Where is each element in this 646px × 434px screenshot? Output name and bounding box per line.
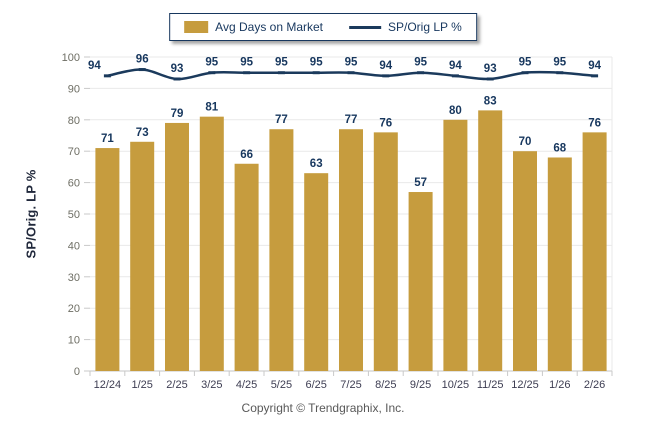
bar-value-label: 63 [310, 158, 323, 170]
y-tick-label: 70 [68, 146, 80, 158]
bar-value-label: 66 [240, 149, 253, 161]
bar-value-label: 76 [379, 117, 392, 129]
line-value-label: 95 [553, 57, 566, 69]
line-value-label: 94 [88, 60, 101, 72]
bar-value-label: 73 [136, 127, 149, 139]
y-tick-label: 40 [68, 240, 80, 252]
x-tick-label: 8/25 [375, 379, 396, 391]
bar [547, 157, 572, 371]
x-tick-label: 10/25 [442, 379, 470, 391]
bar [582, 132, 607, 371]
line-marker [277, 71, 285, 75]
bar-value-label: 70 [519, 136, 532, 148]
line-marker [591, 74, 599, 78]
y-tick-label: 50 [68, 209, 80, 221]
line-value-label: 94 [379, 60, 392, 72]
bar [95, 148, 120, 371]
legend-item-bar: Avg Days on Market [184, 20, 323, 34]
x-tick-label: 3/25 [201, 379, 222, 391]
bar [234, 163, 259, 371]
bar-value-label: 68 [553, 142, 566, 154]
y-axis-title: SP/Orig. LP % [23, 169, 39, 259]
line-marker [451, 74, 459, 78]
bar-value-label: 77 [275, 114, 288, 126]
legend-item-line: SP/Orig LP % [349, 20, 462, 34]
line-marker [486, 77, 494, 81]
line-value-label: 95 [414, 57, 427, 69]
chart-legend: Avg Days on Market SP/Orig LP % [169, 13, 477, 41]
bar [443, 119, 468, 371]
y-tick-label: 80 [68, 115, 80, 127]
x-tick-label: 2/25 [166, 379, 187, 391]
bar [304, 173, 329, 371]
line-value-label: 95 [345, 57, 358, 69]
bar [199, 116, 224, 371]
y-tick-label: 100 [62, 52, 80, 64]
y-tick-label: 90 [68, 83, 80, 95]
line-value-label: 94 [449, 60, 462, 72]
line-marker [347, 71, 355, 75]
x-tick-label: 7/25 [340, 379, 361, 391]
line-value-label: 96 [136, 54, 149, 66]
line-marker [173, 77, 181, 81]
line-marker [103, 74, 111, 78]
line-marker [417, 71, 425, 75]
line-marker [556, 71, 564, 75]
legend-label-line: SP/Orig LP % [388, 20, 462, 34]
bar [513, 151, 537, 371]
line-value-label: 95 [310, 57, 323, 69]
line-value-label: 94 [588, 60, 601, 72]
y-tick-label: 0 [74, 366, 80, 378]
y-tick-label: 60 [68, 178, 80, 190]
bar [478, 110, 503, 371]
x-tick-label: 9/25 [410, 379, 431, 391]
line-marker [382, 74, 390, 78]
bar [269, 129, 294, 371]
y-tick-label: 20 [68, 303, 80, 315]
copyright-text: Copyright © Trendgraphix, Inc. [241, 401, 405, 415]
bar [373, 132, 398, 371]
line-marker [521, 71, 529, 75]
bar [130, 141, 155, 371]
bar-value-label: 81 [205, 102, 218, 114]
legend-label-bar: Avg Days on Market [215, 20, 324, 34]
x-tick-label: 1/26 [549, 379, 570, 391]
x-tick-label: 6/25 [305, 379, 326, 391]
line-value-label: 93 [171, 63, 184, 75]
line-marker [312, 71, 320, 75]
bar-swatch-icon [184, 21, 209, 33]
y-tick-label: 30 [68, 272, 80, 284]
bar-value-label: 76 [588, 117, 601, 129]
line-value-label: 95 [205, 57, 218, 69]
x-tick-label: 12/24 [94, 379, 122, 391]
x-tick-label: 1/25 [131, 379, 152, 391]
line-value-label: 95 [519, 57, 532, 69]
bar [339, 129, 363, 371]
bar-value-label: 79 [171, 108, 184, 120]
line-marker [243, 71, 251, 75]
line-value-label: 95 [275, 57, 288, 69]
bar [165, 122, 189, 371]
line-swatch-icon [349, 25, 382, 29]
x-tick-label: 2/26 [584, 379, 605, 391]
bar-value-label: 80 [449, 105, 462, 117]
x-tick-label: 11/25 [477, 379, 504, 391]
line-marker [138, 68, 146, 72]
x-tick-label: 5/25 [271, 379, 292, 391]
bar-value-label: 77 [345, 114, 358, 126]
line-value-label: 93 [484, 63, 497, 75]
bar-value-label: 83 [484, 95, 497, 107]
line-marker [208, 71, 216, 75]
x-tick-label: 12/25 [511, 379, 539, 391]
y-tick-label: 10 [68, 335, 80, 347]
bar-value-label: 57 [414, 177, 427, 189]
bar [408, 192, 433, 371]
x-tick-label: 4/25 [236, 379, 257, 391]
line-value-label: 95 [240, 57, 253, 69]
bar-value-label: 71 [101, 133, 114, 145]
